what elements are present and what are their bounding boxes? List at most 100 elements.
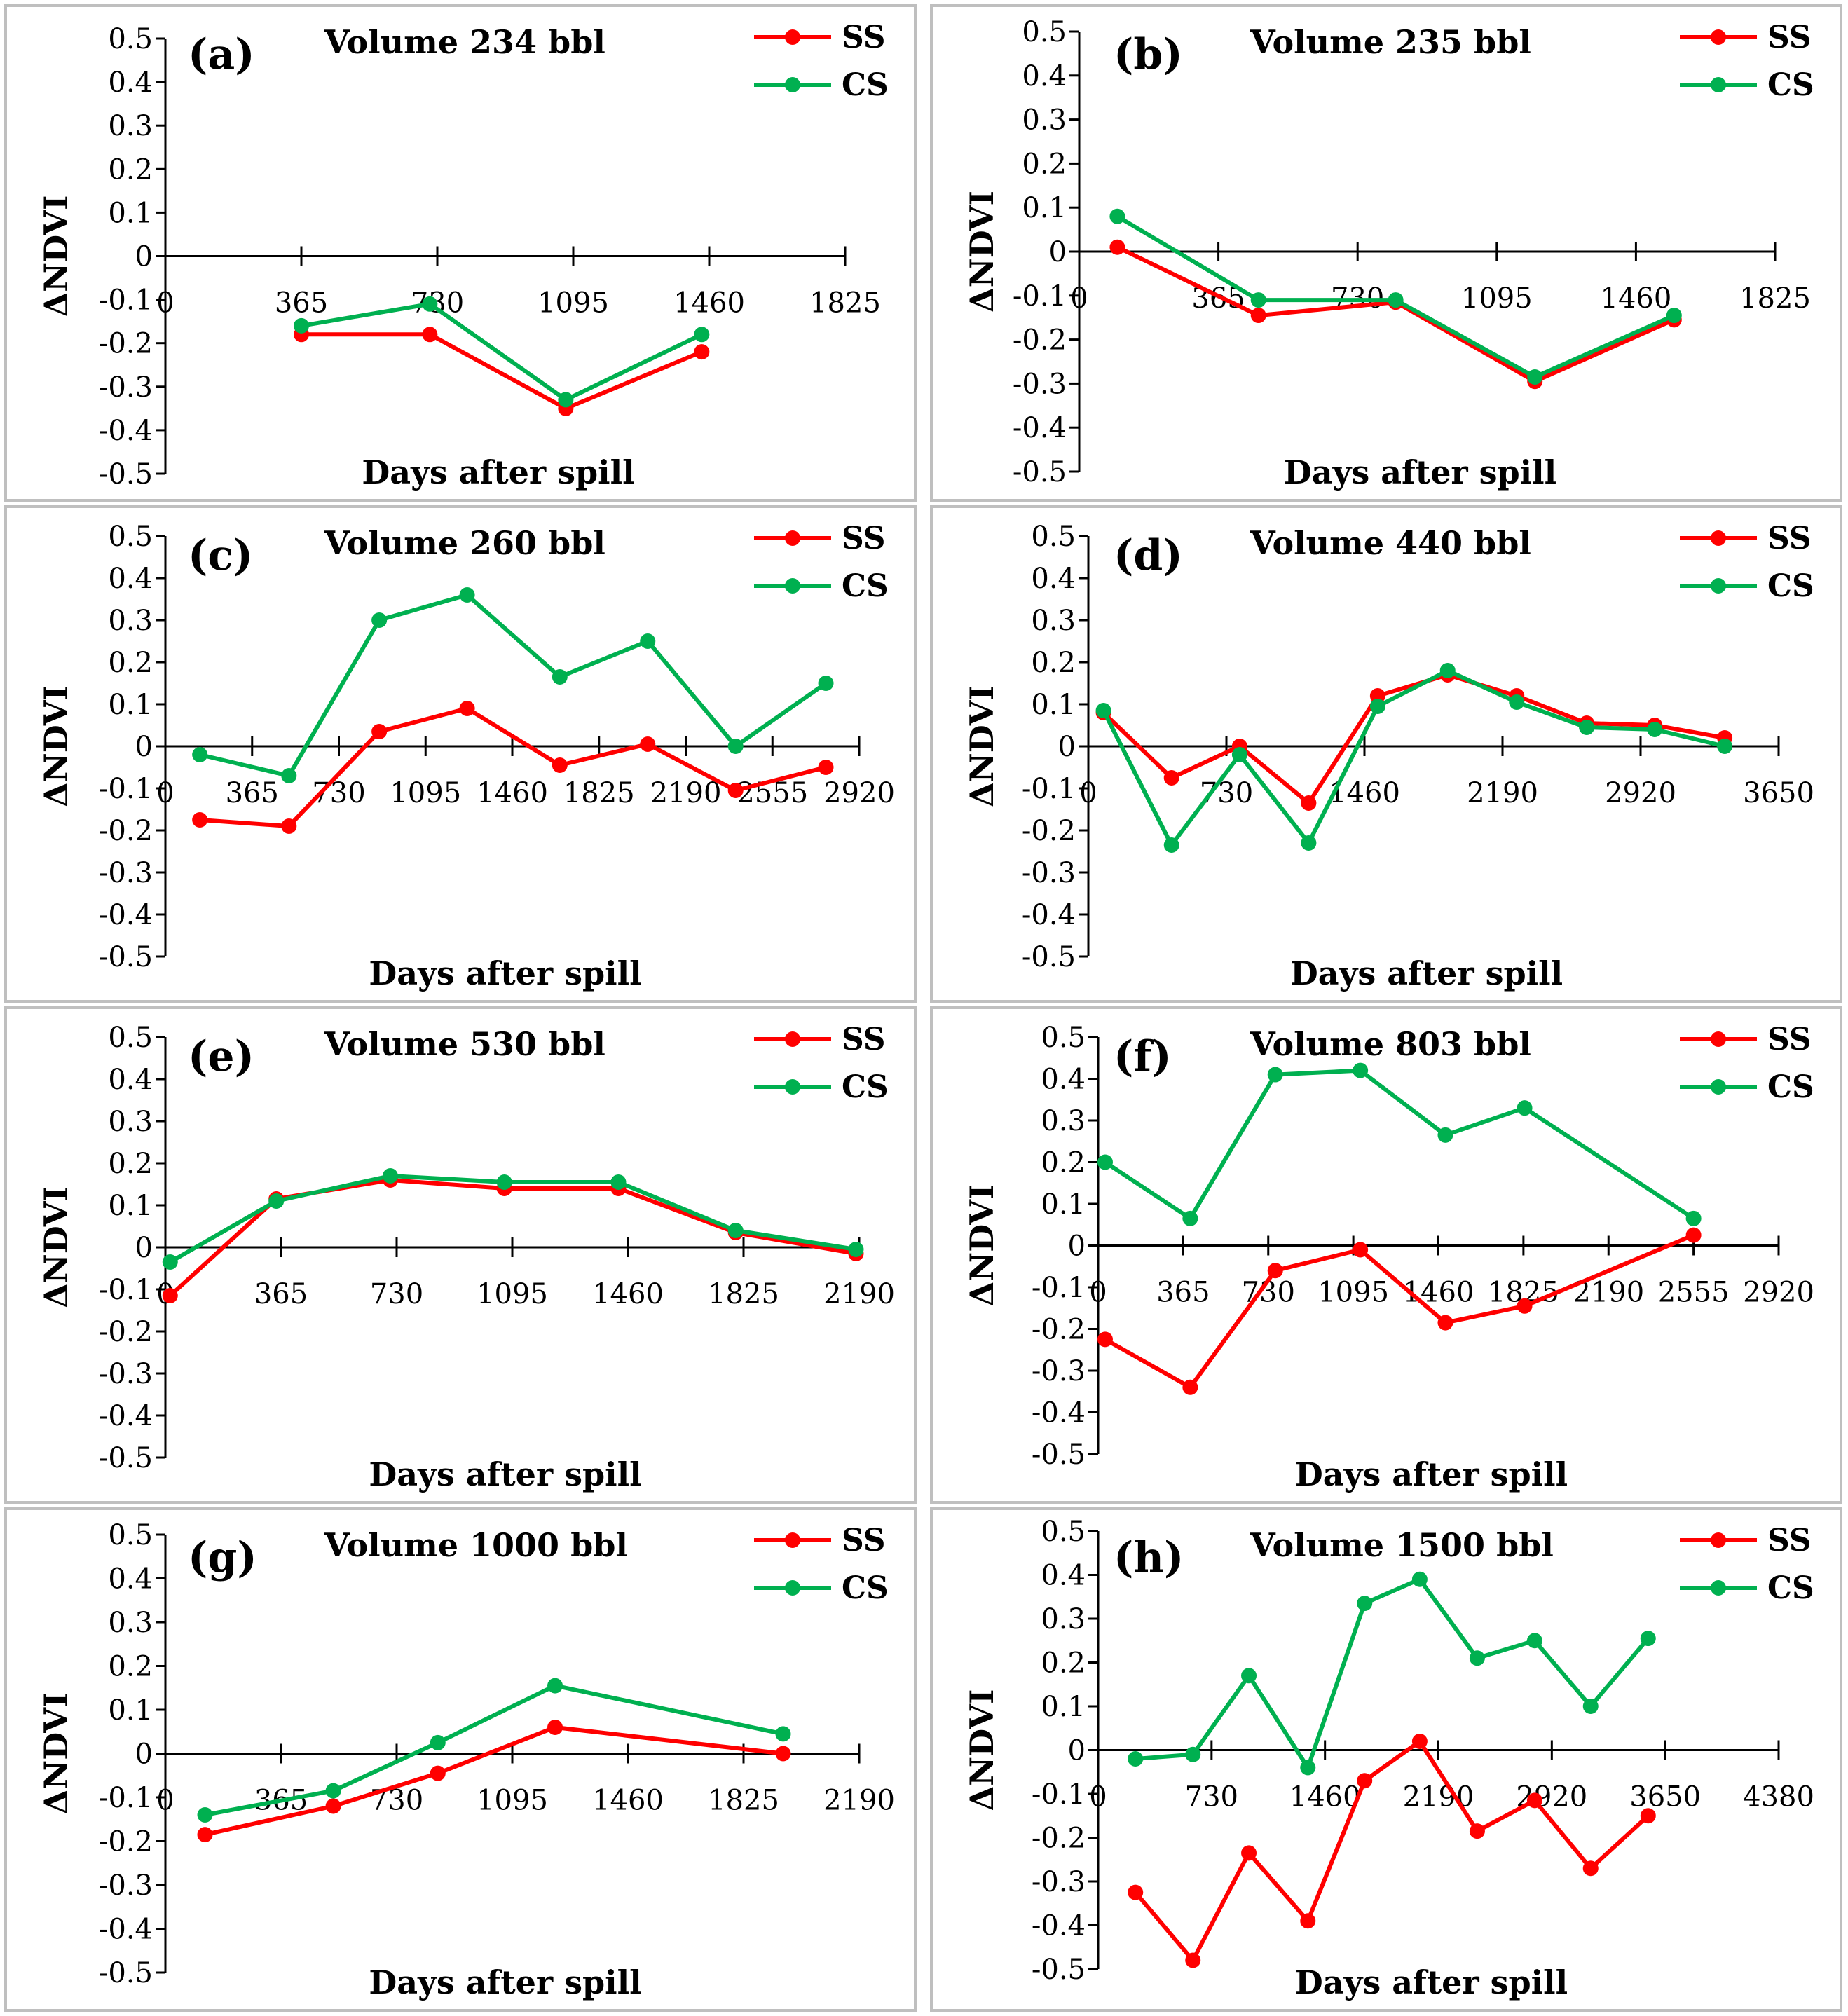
series-line-cs <box>1135 1577 1650 1770</box>
data-point-ss <box>192 812 208 828</box>
data-point-ss <box>430 1765 446 1781</box>
data-point-ss <box>1109 239 1125 255</box>
legend-label: SS <box>842 521 886 556</box>
data-point-ss <box>1097 1331 1113 1348</box>
x-axis-title: Days after spill <box>1284 453 1556 491</box>
x-axis-title: Days after spill <box>1295 1455 1568 1493</box>
y-tick-label: 0.4 <box>1041 1560 1086 1592</box>
y-tick-label: 0 <box>1068 1230 1086 1263</box>
data-point-ss <box>325 1798 341 1814</box>
y-tick-label: -0.4 <box>1022 899 1076 931</box>
data-point-ss <box>281 818 297 834</box>
y-tick-label: 0.4 <box>1022 60 1067 92</box>
data-point-cs <box>558 392 574 408</box>
panel-label: (g) <box>188 1533 257 1582</box>
x-axis-title: Days after spill <box>1290 954 1563 992</box>
y-axis-title: ΔNDVI <box>37 1186 75 1308</box>
data-point-ss <box>1640 1808 1656 1824</box>
data-point-ss <box>1685 1227 1702 1243</box>
data-point-ss <box>1241 1845 1257 1861</box>
data-point-ss <box>162 1288 178 1303</box>
y-tick-label: 0.2 <box>108 153 153 186</box>
x-tick-label: 1825 <box>708 1785 779 1817</box>
data-point-cs <box>694 327 710 343</box>
series-line-ss <box>301 332 703 411</box>
data-point-cs <box>1353 1062 1369 1078</box>
y-tick-label: 0.5 <box>1031 521 1076 553</box>
chart-title: Volume 530 bbl <box>324 1025 605 1063</box>
data-point-cs <box>1685 1210 1702 1226</box>
data-point-cs <box>1527 369 1543 385</box>
data-point-ss <box>197 1827 213 1843</box>
x-tick-label: 365 <box>1156 1277 1210 1309</box>
legend-swatch-marker <box>1711 1031 1726 1047</box>
x-tick-label: 1460 <box>673 287 745 320</box>
data-point-cs <box>727 739 744 754</box>
x-axis-title: Days after spill <box>369 954 641 992</box>
y-axis-title: ΔNDVI <box>963 1689 1001 1811</box>
y-tick-label: -0.3 <box>1032 1866 1086 1898</box>
chart-title: Volume 1500 bbl <box>1250 1526 1554 1564</box>
data-point-cs <box>459 587 475 603</box>
data-point-ss <box>1582 1860 1599 1877</box>
data-point-ss <box>1517 1298 1533 1314</box>
y-tick-label: 0.2 <box>1031 647 1076 679</box>
y-tick-label: -0.4 <box>1013 412 1067 444</box>
data-point-ss <box>1250 308 1266 324</box>
legend-label: CS <box>1767 568 1814 604</box>
data-point-cs <box>1267 1067 1283 1083</box>
x-tick-label: 2190 <box>823 1278 895 1310</box>
y-tick-label: -0.4 <box>1032 1910 1086 1942</box>
data-point-cs <box>1241 1668 1257 1684</box>
y-axis-title: ΔNDVI <box>37 685 75 807</box>
data-point-cs <box>371 612 388 628</box>
y-tick-label: -0.2 <box>1032 1823 1086 1855</box>
y-tick-label: 0.1 <box>1041 1691 1086 1723</box>
y-axis-title: ΔNDVI <box>963 685 1001 807</box>
data-point-cs <box>775 1726 791 1742</box>
chart-title: Volume 234 bbl <box>324 23 605 61</box>
y-tick-label: -0.3 <box>1013 368 1067 400</box>
y-tick-label: -0.2 <box>1022 815 1076 847</box>
y-tick-label: -0.1 <box>1032 1778 1086 1811</box>
y-tick-label: -0.5 <box>1013 456 1067 488</box>
y-tick-label: 0 <box>135 1232 153 1264</box>
x-tick-label: 1095 <box>1461 282 1533 315</box>
legend-label: SS <box>1767 20 1812 55</box>
data-point-ss <box>1469 1823 1485 1839</box>
legend-label: CS <box>1767 1570 1814 1606</box>
data-point-cs <box>848 1242 864 1257</box>
y-tick-label: 0.3 <box>108 1106 153 1138</box>
y-tick-label: 0.3 <box>108 1607 153 1639</box>
y-tick-label: 0.5 <box>108 1519 153 1551</box>
x-tick-label: 0 <box>156 1785 174 1817</box>
data-point-cs <box>1526 1633 1542 1649</box>
y-tick-label: 0 <box>1058 731 1076 763</box>
chart-title: Volume 440 bbl <box>1250 524 1531 562</box>
x-tick-label: 2920 <box>823 777 895 809</box>
y-tick-label: -0.1 <box>99 773 153 805</box>
chart-title: Volume 235 bbl <box>1250 23 1531 61</box>
legend-label: CS <box>842 568 889 604</box>
x-tick-label: 1460 <box>477 777 548 809</box>
x-axis-title: Days after spill <box>369 1963 641 2001</box>
y-axis-title: ΔNDVI <box>963 191 1001 313</box>
series-line-ss <box>1104 1233 1695 1390</box>
y-tick-label: 0.1 <box>108 1694 153 1727</box>
legend-swatch-marker <box>1711 1580 1726 1596</box>
legend-swatch-marker <box>1711 1079 1726 1095</box>
y-tick-label: 0 <box>1049 236 1067 268</box>
panel-label: (h) <box>1114 1533 1184 1582</box>
y-tick-label: 0.1 <box>108 689 153 721</box>
data-point-cs <box>430 1734 446 1750</box>
panel-label: (c) <box>188 531 253 580</box>
data-point-cs <box>1647 722 1663 737</box>
legend-swatch-marker <box>1711 578 1726 594</box>
y-tick-label: 0.4 <box>108 1064 153 1096</box>
data-point-cs <box>640 633 656 649</box>
data-point-ss <box>1526 1792 1542 1809</box>
data-point-ss <box>1301 795 1317 811</box>
x-tick-label: 3650 <box>1743 777 1814 809</box>
data-point-cs <box>1437 1127 1453 1143</box>
